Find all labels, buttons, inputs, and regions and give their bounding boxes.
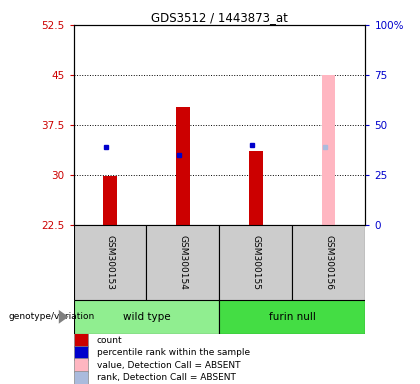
Bar (292, 225, 365, 300)
Text: count: count (97, 336, 122, 345)
Bar (103, 176, 117, 225)
Bar (176, 107, 189, 225)
Text: rank, Detection Call = ABSENT: rank, Detection Call = ABSENT (97, 373, 236, 382)
Title: GDS3512 / 1443873_at: GDS3512 / 1443873_at (151, 11, 288, 24)
Text: GSM300153: GSM300153 (105, 235, 115, 290)
Bar (74, 300, 220, 334)
Bar (74, 358, 88, 372)
Text: value, Detection Call = ABSENT: value, Detection Call = ABSENT (97, 361, 240, 370)
Bar (249, 151, 262, 225)
Text: genotype/variation: genotype/variation (8, 312, 95, 321)
Text: GSM300154: GSM300154 (178, 235, 187, 290)
Text: percentile rank within the sample: percentile rank within the sample (97, 348, 250, 357)
Text: wild type: wild type (123, 312, 170, 322)
Bar (147, 225, 220, 300)
Bar (322, 75, 336, 225)
Bar (220, 225, 292, 300)
Text: GSM300156: GSM300156 (324, 235, 333, 290)
Bar (74, 346, 88, 360)
Text: GSM300155: GSM300155 (252, 235, 260, 290)
Bar (74, 225, 147, 300)
Bar (220, 300, 365, 334)
Text: furin null: furin null (269, 312, 316, 322)
Bar (74, 333, 88, 347)
Bar (74, 371, 88, 384)
